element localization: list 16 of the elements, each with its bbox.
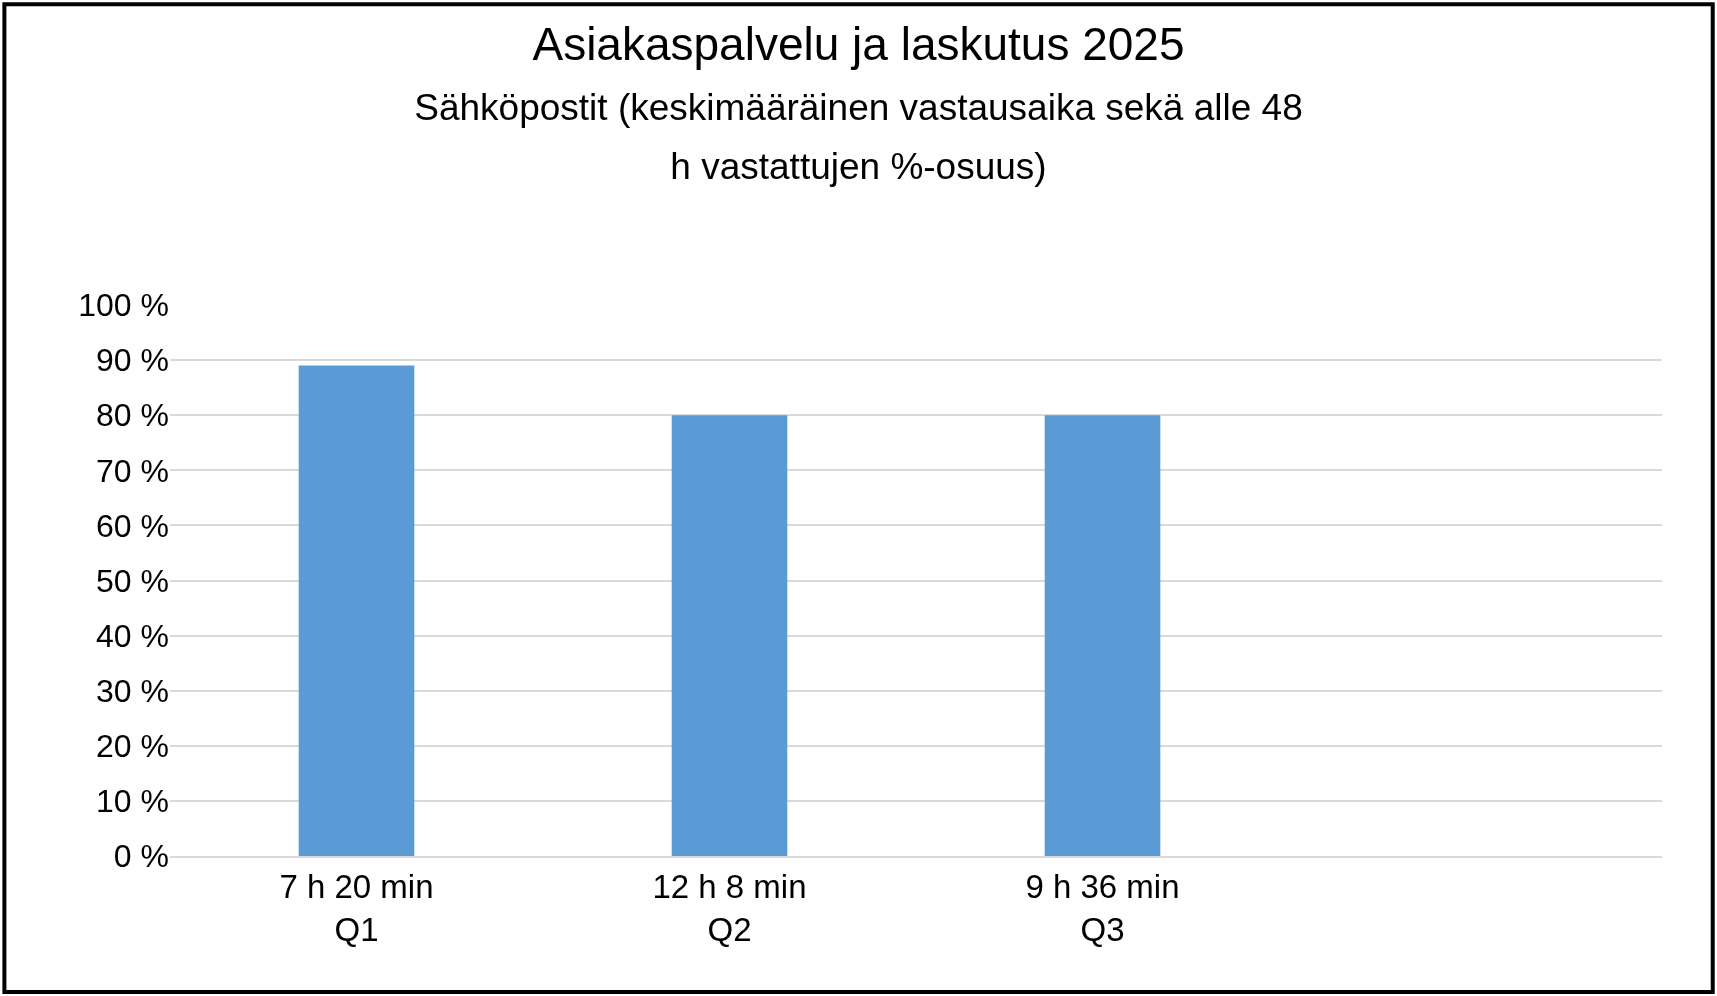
y-tick-label: 80 % [96,397,169,434]
y-tick-label: 30 % [96,672,169,709]
y-tick-label: 60 % [96,507,169,544]
y-tick-label: 20 % [96,728,169,764]
y-tick-label: 10 % [96,783,169,820]
y-tick-label: 70 % [96,452,169,489]
y-tick-label: 90 % [96,342,169,379]
chart-title: Asiakaspalvelu ja laskutus 2025 [532,17,1185,70]
x-tick-label: 12 h 8 min Q2 [652,867,807,948]
x-tick-label: 9 h 36 min Q3 [1025,867,1180,948]
y-tick-label: 40 % [96,617,169,654]
chart-subtitle: Sähköpostit (keskimääräinen vastausaika sekä alle 48 h vastattujen %-osuus) [414,86,1303,188]
y-tick-label: 100 % [78,287,169,324]
x-tick-label: 7 h 20 min Q1 [279,867,434,948]
y-tick-label: 50 % [96,562,169,599]
y-tick-label: 0 % [113,838,169,875]
